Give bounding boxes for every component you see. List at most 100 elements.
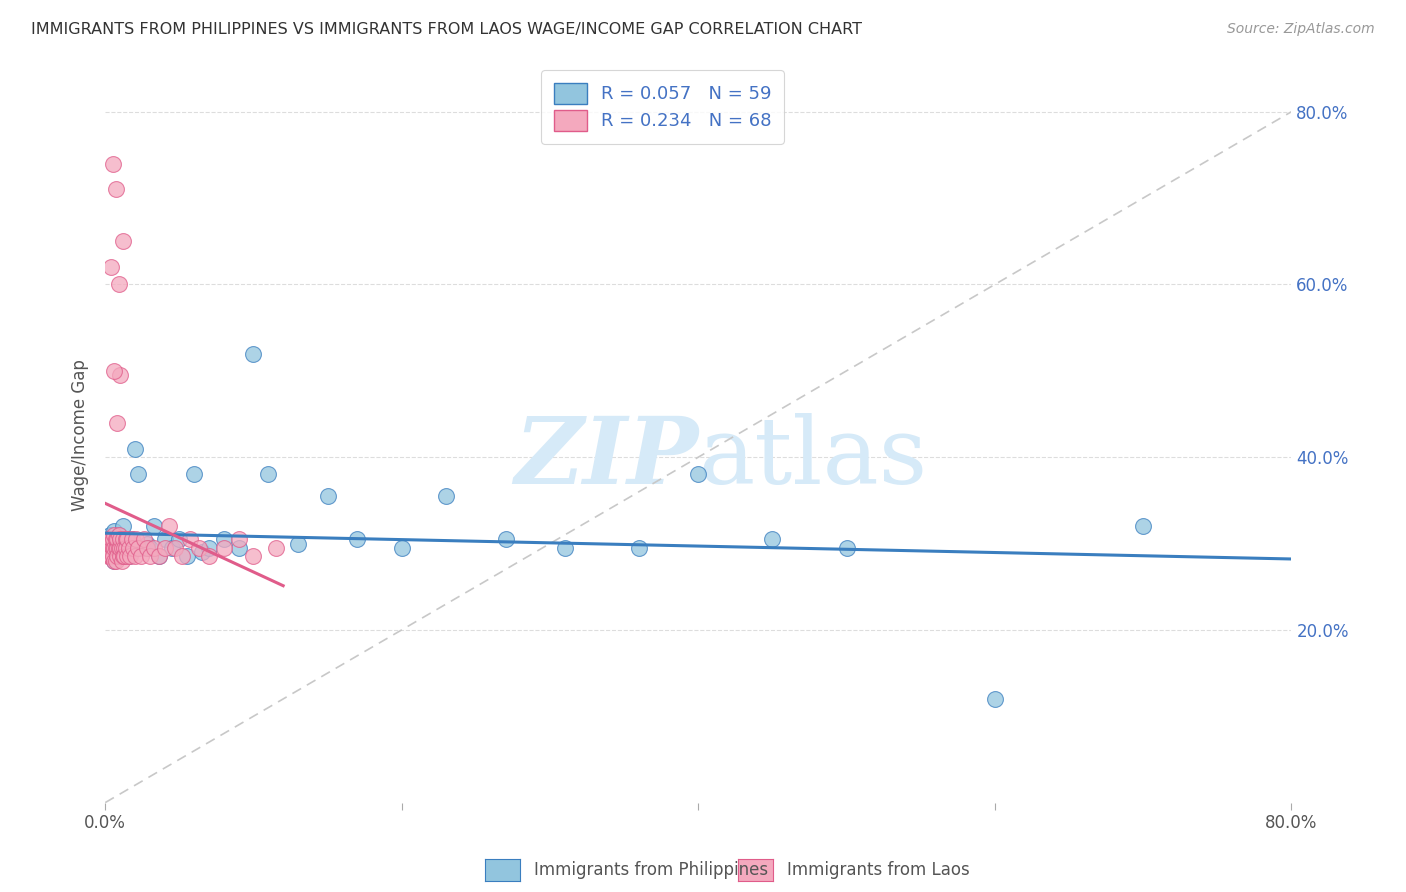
- Point: [122, 541, 145, 555]
- Point: [115, 541, 138, 555]
- Point: [242, 549, 264, 564]
- Point: [107, 541, 129, 555]
- Text: Immigrants from Laos: Immigrants from Laos: [787, 861, 970, 879]
- Point: [212, 541, 235, 555]
- Point: [153, 541, 176, 555]
- Point: [131, 541, 153, 555]
- Point: [316, 489, 339, 503]
- Point: [104, 541, 127, 555]
- Point: [107, 528, 129, 542]
- Point: [111, 532, 134, 546]
- Point: [97, 532, 120, 546]
- Point: [107, 549, 129, 564]
- Point: [100, 541, 122, 555]
- Point: [108, 541, 131, 555]
- Point: [101, 549, 124, 564]
- Point: [100, 536, 122, 550]
- Point: [105, 536, 128, 550]
- Point: [108, 368, 131, 383]
- Point: [108, 532, 131, 546]
- Point: [100, 532, 122, 546]
- Point: [190, 545, 212, 559]
- Point: [264, 541, 287, 555]
- Point: [212, 532, 235, 546]
- Point: [120, 541, 142, 555]
- Point: [169, 532, 191, 546]
- Point: [103, 528, 125, 542]
- Point: [346, 532, 368, 546]
- Point: [111, 549, 134, 564]
- Point: [242, 346, 264, 360]
- Point: [101, 549, 124, 564]
- Point: [98, 528, 121, 542]
- Point: [127, 467, 149, 482]
- Point: [100, 549, 122, 564]
- Point: [110, 549, 132, 564]
- Point: [101, 532, 124, 546]
- Point: [101, 532, 124, 546]
- Point: [138, 549, 160, 564]
- Point: [100, 260, 122, 274]
- Point: [103, 554, 125, 568]
- Point: [228, 532, 250, 546]
- Point: [153, 532, 176, 546]
- Point: [103, 524, 125, 538]
- Point: [434, 489, 457, 503]
- Legend: R = 0.057   N = 59, R = 0.234   N = 68: R = 0.057 N = 59, R = 0.234 N = 68: [541, 70, 785, 144]
- Point: [104, 182, 127, 196]
- Point: [198, 541, 221, 555]
- Point: [105, 416, 128, 430]
- Point: [163, 541, 186, 555]
- Point: [160, 541, 183, 555]
- Point: [129, 549, 152, 564]
- Point: [101, 156, 124, 170]
- Point: [172, 549, 194, 564]
- Point: [97, 549, 120, 564]
- Y-axis label: Wage/Income Gap: Wage/Income Gap: [72, 359, 89, 511]
- Text: Source: ZipAtlas.com: Source: ZipAtlas.com: [1227, 22, 1375, 37]
- Point: [98, 541, 121, 555]
- Point: [183, 467, 205, 482]
- Point: [111, 519, 134, 533]
- Point: [100, 545, 122, 559]
- Point: [103, 554, 125, 568]
- Point: [97, 532, 120, 546]
- Point: [110, 541, 132, 555]
- Point: [101, 541, 124, 555]
- Point: [125, 532, 148, 546]
- Point: [391, 541, 413, 555]
- Point: [104, 549, 127, 564]
- Point: [228, 541, 250, 555]
- Point: [110, 554, 132, 568]
- Point: [108, 532, 131, 546]
- Point: [627, 541, 650, 555]
- Point: [257, 467, 280, 482]
- Point: [143, 541, 166, 555]
- Point: [117, 532, 139, 546]
- Point: [176, 549, 198, 564]
- Point: [124, 549, 146, 564]
- Point: [187, 541, 209, 555]
- Point: [104, 554, 127, 568]
- Point: [984, 692, 1007, 706]
- Point: [98, 536, 121, 550]
- Point: [108, 549, 131, 564]
- Point: [1132, 519, 1154, 533]
- Point: [103, 536, 125, 550]
- Point: [179, 532, 201, 546]
- Point: [117, 549, 139, 564]
- Point: [96, 541, 118, 555]
- Point: [115, 532, 138, 546]
- Point: [104, 541, 127, 555]
- Point: [105, 549, 128, 564]
- Text: IMMIGRANTS FROM PHILIPPINES VS IMMIGRANTS FROM LAOS WAGE/INCOME GAP CORRELATION : IMMIGRANTS FROM PHILIPPINES VS IMMIGRANT…: [31, 22, 862, 37]
- Text: atlas: atlas: [699, 413, 928, 502]
- Point: [108, 541, 131, 555]
- Point: [111, 234, 134, 248]
- Point: [117, 532, 139, 546]
- Text: ZIP: ZIP: [515, 413, 699, 502]
- Point: [127, 541, 149, 555]
- Point: [98, 549, 121, 564]
- Point: [124, 442, 146, 456]
- Point: [135, 541, 157, 555]
